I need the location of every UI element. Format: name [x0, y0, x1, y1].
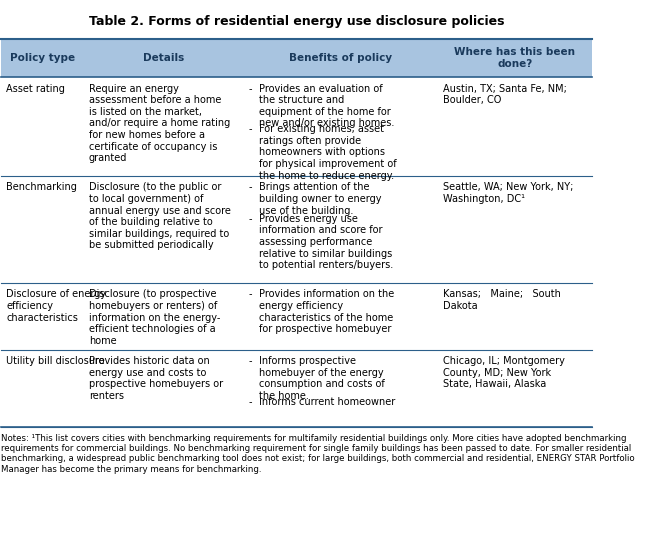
Text: Informs prospective
homebuyer of the energy
consumption and costs of
the home.: Informs prospective homebuyer of the ene…	[259, 356, 385, 401]
Text: For existing homes, asset
ratings often provide
homeowners with options
for phys: For existing homes, asset ratings often …	[259, 124, 396, 180]
Text: -: -	[248, 183, 252, 192]
Text: -: -	[248, 356, 252, 366]
Text: Brings attention of the
building owner to energy
use of the building.: Brings attention of the building owner t…	[259, 183, 382, 216]
Text: Seattle, WA; New York, NY;
Washington, DC¹: Seattle, WA; New York, NY; Washington, D…	[443, 183, 573, 204]
Text: Informs current homeowner: Informs current homeowner	[259, 397, 395, 407]
Text: Table 2. Forms of residential energy use disclosure policies: Table 2. Forms of residential energy use…	[89, 14, 504, 28]
Text: Asset rating: Asset rating	[6, 84, 65, 93]
Text: Provides information on the
energy efficiency
characteristics of the home
for pr: Provides information on the energy effic…	[259, 289, 394, 334]
Text: Disclosure (to the public or
to local government) of
annual energy use and score: Disclosure (to the public or to local go…	[89, 183, 231, 250]
Text: Where has this been
done?: Where has this been done?	[454, 47, 575, 69]
Text: Disclosure (to prospective
homebuyers or renters) of
information on the energy-
: Disclosure (to prospective homebuyers or…	[89, 289, 220, 346]
FancyBboxPatch shape	[1, 39, 592, 77]
Text: Austin, TX; Santa Fe, NM;
Boulder, CO: Austin, TX; Santa Fe, NM; Boulder, CO	[443, 84, 567, 105]
Text: -: -	[248, 124, 252, 134]
Text: Provides historic data on
energy use and costs to
prospective homebuyers or
rent: Provides historic data on energy use and…	[89, 356, 223, 401]
Text: Provides energy use
information and score for
assessing performance
relative to : Provides energy use information and scor…	[259, 214, 393, 270]
Text: Require an energy
assessment before a home
is listed on the market,
and/or requi: Require an energy assessment before a ho…	[89, 84, 230, 163]
Text: Notes: ¹This list covers cities with benchmarking requirements for multifamily r: Notes: ¹This list covers cities with ben…	[1, 433, 635, 474]
Text: -: -	[248, 289, 252, 299]
Text: Policy type: Policy type	[10, 53, 75, 63]
Text: Chicago, IL; Montgomery
County, MD; New York
State, Hawaii, Alaska: Chicago, IL; Montgomery County, MD; New …	[443, 356, 565, 389]
Text: Benefits of policy: Benefits of policy	[289, 53, 393, 63]
Text: Utility bill disclosure: Utility bill disclosure	[6, 356, 105, 366]
Text: Benchmarking: Benchmarking	[6, 183, 77, 192]
Text: Disclosure of energy
efficiency
characteristics: Disclosure of energy efficiency characte…	[6, 289, 106, 323]
Text: -: -	[248, 214, 252, 224]
Text: Provides an evaluation of
the structure and
equipment of the home for
new and/or: Provides an evaluation of the structure …	[259, 84, 394, 128]
Text: -: -	[248, 397, 252, 407]
Text: -: -	[248, 84, 252, 93]
Text: Details: Details	[143, 53, 185, 63]
Text: Kansas;   Maine;   South
Dakota: Kansas; Maine; South Dakota	[443, 289, 561, 311]
